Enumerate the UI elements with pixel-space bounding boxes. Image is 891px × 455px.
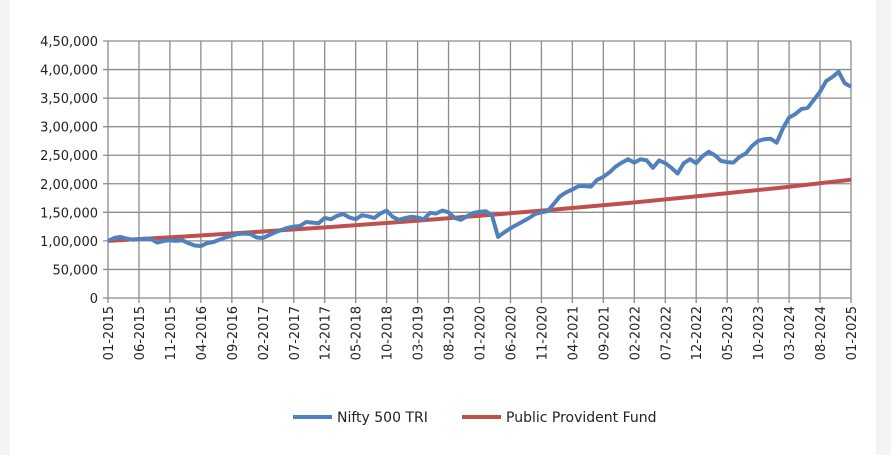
- x-tick-label: 11-2020: [535, 306, 550, 360]
- x-tick-label: 01-2025: [845, 306, 860, 360]
- x-tick-label: 12-2022: [690, 306, 705, 360]
- x-tick-label: 06-2020: [504, 306, 519, 360]
- x-tick-label: 06-2015: [133, 306, 148, 360]
- x-tick-label: 09-2021: [597, 306, 612, 360]
- y-tick-label: 2,50,000: [40, 149, 98, 164]
- x-tick-label: 11-2015: [164, 306, 179, 360]
- x-tick-label: 03-2019: [412, 306, 427, 360]
- y-tick-label: 4,50,000: [40, 35, 98, 50]
- x-tick-label: 02-2017: [257, 306, 272, 360]
- y-tick-label: 3,00,000: [40, 121, 98, 136]
- y-tick-label: 4,00,000: [40, 64, 98, 79]
- x-tick-label: 04-2016: [195, 306, 210, 360]
- x-tick-label: 09-2016: [226, 306, 241, 360]
- x-tick-label: 10-2023: [752, 306, 767, 360]
- x-tick-label: 10-2018: [381, 306, 396, 360]
- x-tick-label: 08-2024: [814, 306, 829, 360]
- x-tick-label: 08-2019: [443, 306, 458, 360]
- y-tick-label: 2,00,000: [40, 178, 98, 193]
- y-tick-label: 50,000: [53, 263, 99, 278]
- y-tick-label: 1,00,000: [40, 235, 98, 250]
- x-tick-label: 12-2017: [319, 306, 334, 360]
- y-tick-label: 3,50,000: [40, 92, 98, 107]
- x-tick-label: 02-2022: [628, 306, 643, 360]
- x-tick-label: 07-2017: [288, 306, 303, 360]
- legend-label-ppf: Public Provident Fund: [506, 410, 657, 426]
- x-tick-label: 07-2022: [659, 306, 674, 360]
- line-chart: 0 50,000 1,00,000 1,50,000 2,00,000 2,50,000 3…: [40, 35, 860, 426]
- y-tick-label: 0: [90, 292, 98, 307]
- x-tick-label: 01-2020: [474, 306, 489, 360]
- x-tick-label: 03-2024: [783, 306, 798, 360]
- y-tick-label: 1,50,000: [40, 206, 98, 221]
- x-tick-label: 05-2018: [350, 306, 365, 360]
- x-tick-label: 05-2023: [721, 306, 736, 360]
- legend-label-nifty: Nifty 500 TRI: [337, 410, 428, 426]
- x-tick-label: 01-2015: [102, 306, 117, 360]
- chart-card: 0 50,000 1,00,000 1,50,000 2,00,000 2,50,000 3…: [10, 0, 876, 455]
- x-tick-label: 04-2021: [566, 306, 581, 360]
